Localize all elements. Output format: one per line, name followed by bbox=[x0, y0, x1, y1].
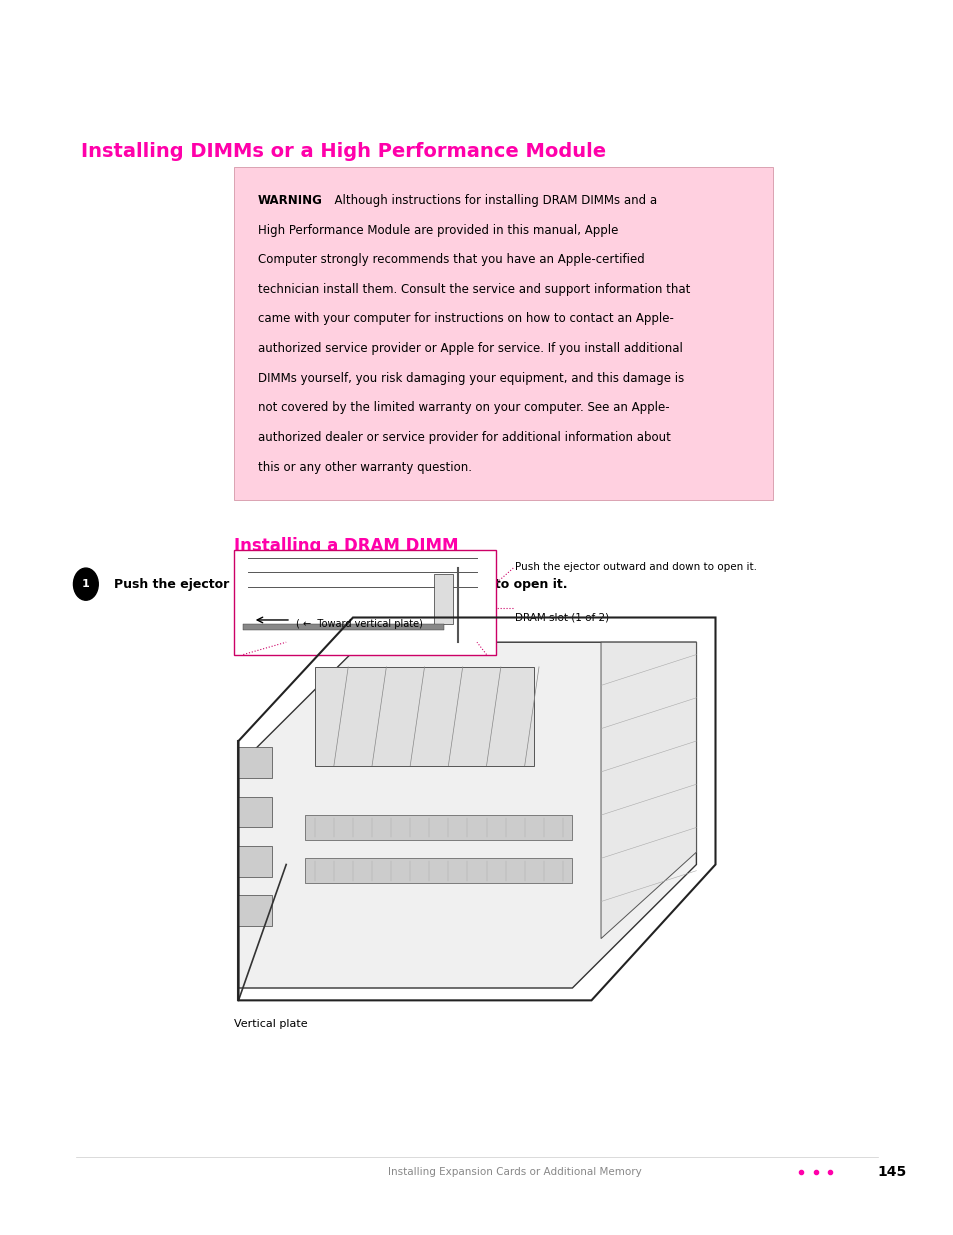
Bar bbox=[233, 550, 496, 655]
Text: DIMMs yourself, you risk damaging your equipment, and this damage is: DIMMs yourself, you risk damaging your e… bbox=[257, 372, 683, 385]
Bar bbox=[238, 846, 272, 877]
Polygon shape bbox=[305, 815, 572, 840]
Text: Installing DIMMs or a High Performance Module: Installing DIMMs or a High Performance M… bbox=[81, 142, 605, 161]
Bar bbox=[243, 624, 443, 630]
Circle shape bbox=[73, 568, 98, 600]
Polygon shape bbox=[305, 858, 572, 883]
Text: Although instructions for installing DRAM DIMMs and a: Although instructions for installing DRA… bbox=[327, 194, 657, 207]
Text: 1: 1 bbox=[82, 579, 90, 589]
Text: authorized dealer or service provider for additional information about: authorized dealer or service provider fo… bbox=[257, 431, 670, 445]
Text: Installing a DRAM DIMM: Installing a DRAM DIMM bbox=[233, 537, 457, 556]
Text: WARNING: WARNING bbox=[257, 194, 322, 207]
Bar bbox=[434, 574, 453, 624]
Text: not covered by the limited warranty on your computer. See an Apple-: not covered by the limited warranty on y… bbox=[257, 401, 668, 415]
Bar bbox=[238, 895, 272, 926]
Polygon shape bbox=[600, 642, 696, 939]
Text: High Performance Module are provided in this manual, Apple: High Performance Module are provided in … bbox=[257, 224, 618, 237]
Text: technician install them. Consult the service and support information that: technician install them. Consult the ser… bbox=[257, 283, 689, 296]
FancyBboxPatch shape bbox=[233, 167, 772, 500]
Bar bbox=[238, 747, 272, 778]
Text: Installing Expansion Cards or Additional Memory: Installing Expansion Cards or Additional… bbox=[388, 1167, 641, 1177]
Text: 145: 145 bbox=[877, 1165, 906, 1179]
Text: authorized service provider or Apple for service. If you install additional: authorized service provider or Apple for… bbox=[257, 342, 681, 356]
Bar bbox=[238, 797, 272, 827]
Text: Computer strongly recommends that you have an Apple-certified: Computer strongly recommends that you ha… bbox=[257, 253, 643, 267]
Text: Vertical plate: Vertical plate bbox=[233, 1019, 307, 1029]
Text: came with your computer for instructions on how to contact an Apple-: came with your computer for instructions… bbox=[257, 312, 673, 326]
Polygon shape bbox=[314, 667, 534, 766]
Polygon shape bbox=[238, 642, 696, 988]
Text: Push the ejector on the DRAM slot outward and down to open it.: Push the ejector on the DRAM slot outwar… bbox=[114, 578, 567, 592]
Text: ( ←  Toward vertical plate): ( ← Toward vertical plate) bbox=[295, 619, 422, 629]
Text: Push the ejector outward and down to open it.: Push the ejector outward and down to ope… bbox=[515, 562, 757, 572]
Text: this or any other warranty question.: this or any other warranty question. bbox=[257, 461, 471, 474]
Text: DRAM slot (1 of 2): DRAM slot (1 of 2) bbox=[515, 613, 609, 622]
